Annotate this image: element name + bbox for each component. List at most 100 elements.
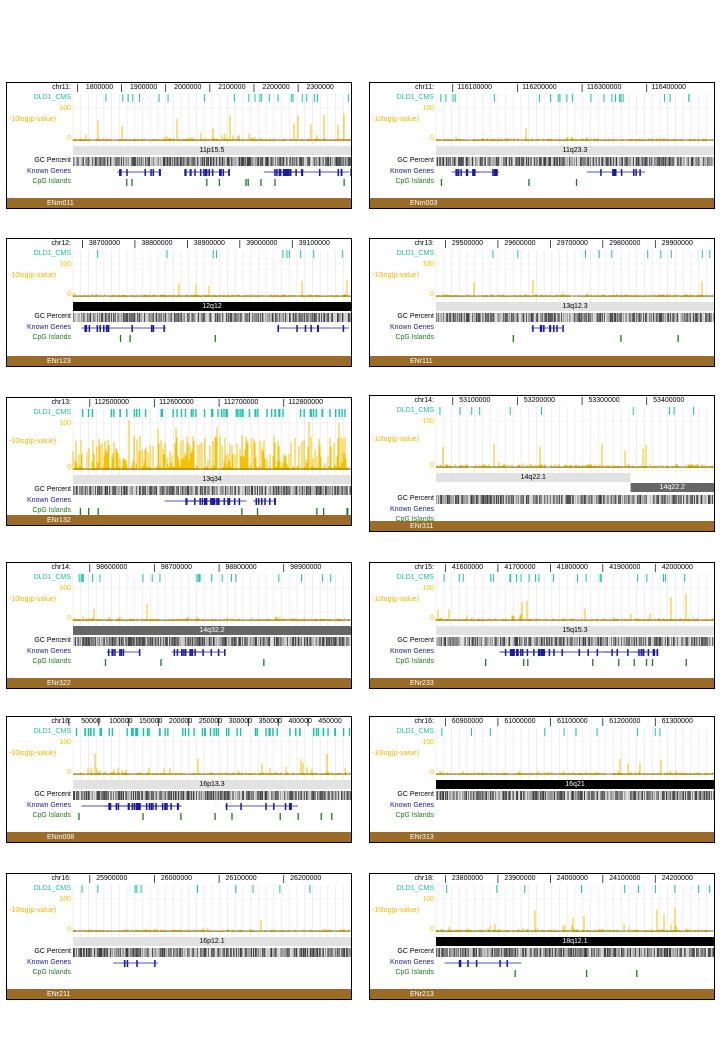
dld1-site — [534, 574, 536, 582]
label-column: chr15: DLD1_CMS 100 -10log(p-value) 0 GC Perc… — [370, 563, 434, 688]
gc-stripe — [178, 313, 179, 322]
gc-stripe — [632, 948, 633, 957]
gc-stripe — [136, 313, 137, 322]
gc-stripe — [81, 637, 82, 646]
gc-stripe — [680, 495, 681, 504]
gc-stripe — [491, 313, 492, 322]
gc-stripe — [672, 637, 673, 646]
gc-stripe — [333, 157, 334, 166]
gc-stripe — [675, 948, 676, 957]
gc-stripe — [499, 791, 500, 800]
gc-stripe — [135, 313, 136, 322]
track-panel[interactable]: chr13: DLD1_CMS 100 -10log(p-value) 0 GC Perc… — [369, 238, 715, 367]
gc-stripe — [439, 791, 440, 800]
gc-stripe — [602, 157, 603, 166]
gc-stripe — [104, 948, 105, 957]
gc-stripe — [216, 313, 217, 322]
gc-stripe — [300, 948, 301, 957]
cpg-label: CpG Islands — [32, 812, 71, 819]
dld1-site — [458, 574, 460, 582]
track-panel[interactable]: chr16: DLD1_CMS 100 -10log(p-value) 0 GC Perc… — [6, 873, 352, 1000]
dld1-site — [233, 94, 235, 102]
gc-stripe — [132, 486, 133, 495]
gene-exon — [255, 498, 258, 505]
gc-stripe — [503, 157, 504, 166]
gc-stripe — [486, 313, 487, 322]
gc-stripe — [121, 637, 122, 646]
track-panel[interactable]: chr14: DLD1_CMS 100 -10log(p-value) 0 GC Perc… — [369, 395, 715, 532]
gc-stripe — [183, 791, 184, 800]
dld1-site — [471, 407, 473, 415]
gc-stripe — [538, 495, 539, 504]
gc-stripe — [247, 157, 248, 166]
gc-stripe — [500, 637, 501, 646]
gc-stripe — [599, 313, 600, 322]
gc-stripe — [527, 791, 528, 800]
gc-stripe — [258, 791, 259, 800]
gc-stripe — [577, 948, 578, 957]
track-panel[interactable]: chr15: DLD1_CMS 100 -10log(p-value) 0 GC Perc… — [369, 562, 715, 689]
dld1-site — [620, 94, 622, 102]
track-panel[interactable]: chr14: DLD1_CMS 100 -10log(p-value) 0 GC Perc… — [6, 562, 352, 689]
gc-stripe — [154, 637, 155, 646]
track-panel[interactable]: chr16: DLD1_CMS 100 -10log(p-value) 0 GC Perc… — [6, 716, 352, 843]
gc-stripe — [194, 486, 195, 495]
gc-stripe — [551, 791, 552, 800]
dld1-site — [256, 728, 258, 736]
gc-stripe — [203, 486, 204, 495]
track-panel[interactable]: chr11: DLD1_CMS 100 -10log(p-value) 0 GC Perc… — [6, 82, 352, 209]
gc-stripe — [308, 637, 309, 646]
gc-stripe — [471, 948, 472, 957]
gc-stripe — [288, 157, 289, 166]
gc-stripe — [197, 791, 198, 800]
gc-stripe — [216, 948, 217, 957]
gc-stripe — [543, 948, 544, 957]
dld1-site — [134, 885, 136, 893]
gc-stripe — [474, 791, 475, 800]
ruler-tick-label: 38700000 — [88, 240, 121, 247]
gc-stripe — [188, 486, 189, 495]
track-panel[interactable]: chr16: DLD1_CMS 100 -10log(p-value) 0 GC Perc… — [369, 716, 715, 843]
gc-stripe — [175, 486, 176, 495]
gc-stripe — [461, 313, 462, 322]
gc-stripe — [294, 791, 295, 800]
gc-stripe — [308, 157, 309, 166]
gc-stripe — [269, 313, 270, 322]
track-panel[interactable]: chr12: DLD1_CMS 100 -10log(p-value) 0 GC Perc… — [6, 238, 352, 367]
ruler-tick-label: 39100000 — [298, 240, 330, 247]
gc-stripe — [343, 157, 344, 166]
track-panel[interactable]: chr11: DLD1_CMS 100 -10log(p-value) 0 GC Perc… — [369, 82, 715, 209]
gc-stripe — [676, 313, 677, 322]
gc-stripe — [86, 637, 87, 646]
dld1-site — [242, 409, 244, 417]
gc-stripe — [662, 495, 663, 504]
gc-stripe — [637, 637, 638, 646]
gc-stripe — [498, 637, 499, 646]
gc-stripe — [304, 637, 305, 646]
gc-stripe — [233, 313, 234, 322]
gc-stripe — [323, 791, 324, 800]
gc-stripe — [673, 791, 674, 800]
gc-stripe — [286, 637, 287, 646]
gc-stripe — [541, 157, 542, 166]
gc-stripe — [606, 495, 607, 504]
dld1-site — [78, 574, 80, 582]
gc-stripe — [501, 637, 502, 646]
gc-stripe — [690, 495, 691, 504]
gc-stripe — [599, 948, 600, 957]
cpg-label: CpG Islands — [32, 334, 71, 341]
gc-stripe — [457, 495, 458, 504]
gc-stripe — [660, 791, 661, 800]
gc-stripe — [209, 948, 210, 957]
gc-stripe — [271, 157, 272, 166]
gc-stripe — [217, 637, 218, 646]
dld1-site — [330, 574, 332, 582]
gc-stripe — [530, 157, 531, 166]
gc-stripe — [636, 791, 637, 800]
gc-stripe — [181, 157, 182, 166]
gc-stripe — [310, 486, 311, 495]
gc-label: GC Percent — [34, 637, 71, 644]
gc-stripe — [236, 948, 237, 957]
track-panel[interactable]: chr18: DLD1_CMS 100 -10log(p-value) 0 GC Perc… — [369, 873, 715, 1000]
track-panel[interactable]: chr13: DLD1_CMS 100 -10log(p-value) 0 GC Perc… — [6, 397, 352, 526]
